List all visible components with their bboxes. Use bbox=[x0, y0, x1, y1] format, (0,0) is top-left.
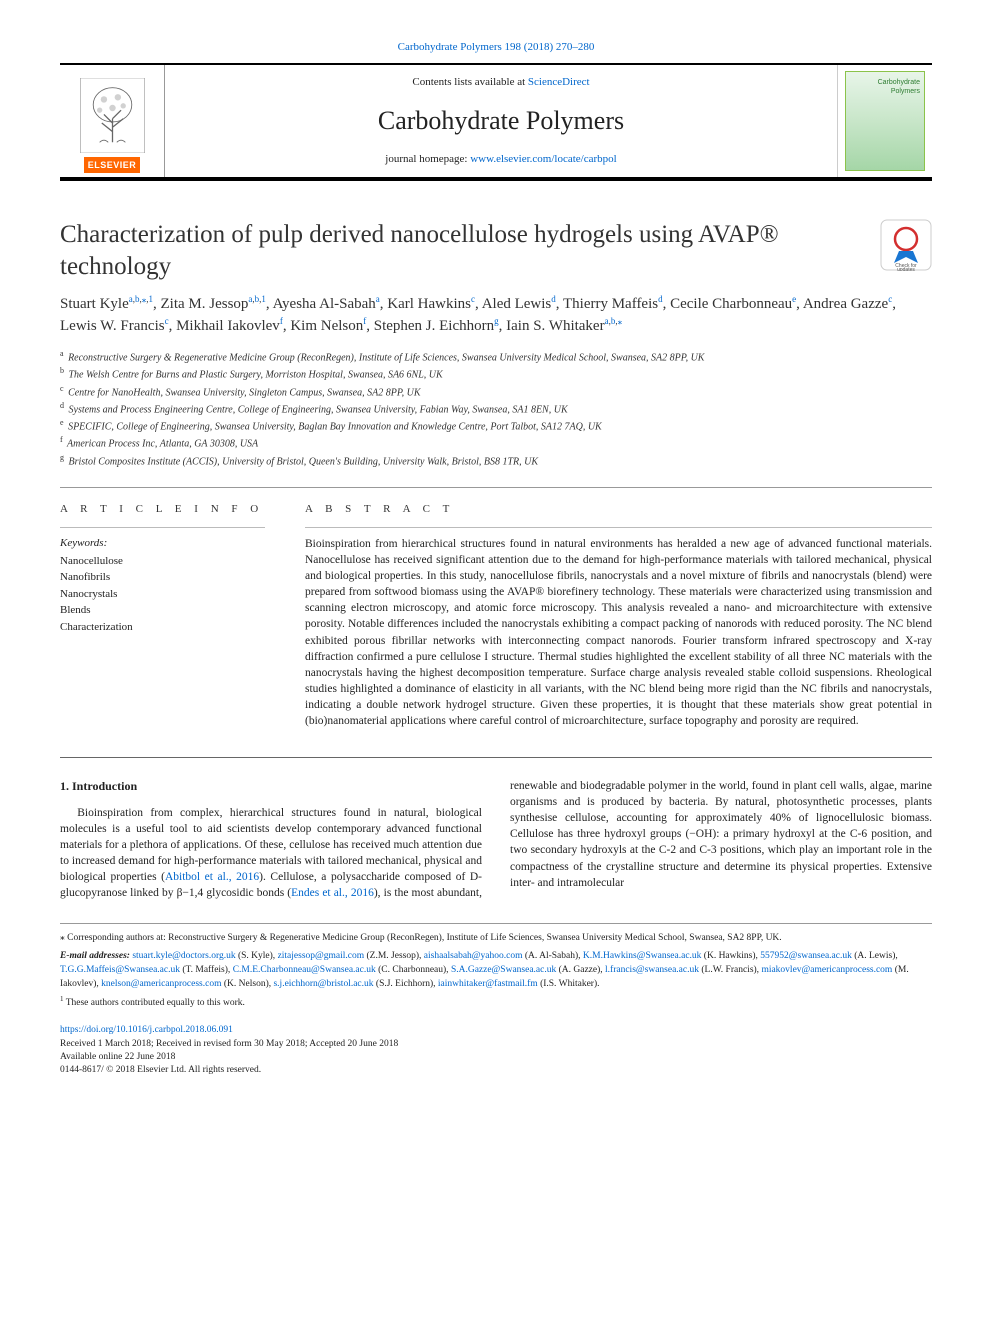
intro-ref-2[interactable]: Endes et al., 2016 bbox=[291, 887, 374, 899]
affiliation-item: d Systems and Process Engineering Centre… bbox=[60, 400, 932, 417]
email-link[interactable]: zitajessop@gmail.com bbox=[278, 951, 365, 961]
email-link[interactable]: knelson@americanprocess.com bbox=[101, 979, 221, 989]
email-link[interactable]: iainwhitaker@fastmail.fm bbox=[438, 979, 538, 989]
journal-cover-thumbnail bbox=[845, 71, 925, 171]
top-citation: Carbohydrate Polymers 198 (2018) 270–280 bbox=[60, 40, 932, 55]
received-line: Received 1 March 2018; Received in revis… bbox=[60, 1039, 398, 1049]
email-link[interactable]: stuart.kyle@doctors.org.uk bbox=[132, 951, 235, 961]
keyword-item: Nanocellulose bbox=[60, 553, 265, 570]
authors-list: Stuart Kylea,b,⁎,1, Zita M. Jessopa,b,1,… bbox=[60, 293, 932, 338]
citation-link[interactable]: Carbohydrate Polymers 198 (2018) 270–280 bbox=[398, 41, 595, 53]
email-link[interactable]: K.M.Hawkins@Swansea.ac.uk bbox=[583, 951, 702, 961]
email-link[interactable]: l.francis@swansea.ac.uk bbox=[605, 965, 699, 975]
affiliation-item: e SPECIFIC, College of Engineering, Swan… bbox=[60, 417, 932, 434]
header-center: Contents lists available at ScienceDirec… bbox=[165, 65, 837, 177]
divider bbox=[305, 527, 932, 528]
homepage-prefix: journal homepage: bbox=[385, 153, 470, 165]
email-link[interactable]: T.G.G.Maffeis@Swansea.ac.uk bbox=[60, 965, 180, 975]
section-heading-intro: 1. Introduction bbox=[60, 778, 482, 795]
keyword-item: Blends bbox=[60, 602, 265, 619]
affiliation-item: a Reconstructive Surgery & Regenerative … bbox=[60, 348, 932, 365]
affiliation-item: c Centre for NanoHealth, Swansea Univers… bbox=[60, 383, 932, 400]
email-link[interactable]: aishaalsabah@yahoo.com bbox=[424, 951, 523, 961]
title-row: Characterization of pulp derived nanocel… bbox=[60, 219, 932, 283]
footnotes-block: ⁎ Corresponding authors at: Reconstructi… bbox=[60, 923, 932, 1010]
equal-contribution-note: 1 These authors contributed equally to t… bbox=[60, 994, 932, 1011]
journal-name: Carbohydrate Polymers bbox=[173, 103, 829, 138]
contents-prefix: Contents lists available at bbox=[412, 76, 527, 88]
email-link[interactable]: C.M.E.Charbonneau@Swansea.ac.uk bbox=[233, 965, 376, 975]
divider bbox=[60, 527, 265, 528]
doi-link[interactable]: https://doi.org/10.1016/j.carbpol.2018.0… bbox=[60, 1025, 233, 1035]
email-link[interactable]: S.A.Gazze@Swansea.ac.uk bbox=[451, 965, 556, 975]
keywords-label: Keywords: bbox=[60, 536, 265, 551]
keywords-list: NanocelluloseNanofibrilsNanocrystalsBlen… bbox=[60, 553, 265, 636]
doi-block: https://doi.org/10.1016/j.carbpol.2018.0… bbox=[60, 1024, 932, 1077]
available-line: Available online 22 June 2018 bbox=[60, 1052, 175, 1062]
affiliation-item: f American Process Inc, Atlanta, GA 3030… bbox=[60, 434, 932, 451]
divider bbox=[60, 487, 932, 488]
intro-ref-1[interactable]: Abitbol et al., 2016 bbox=[165, 871, 259, 883]
email-addresses: E-mail addresses: stuart.kyle@doctors.or… bbox=[60, 950, 932, 991]
publisher-logo-block: ELSEVIER bbox=[60, 65, 165, 177]
check-updates-badge[interactable]: Check for updates bbox=[880, 219, 932, 271]
abstract-label: A B S T R A C T bbox=[305, 502, 932, 517]
divider bbox=[60, 757, 932, 758]
affiliation-item: g Bristol Composites Institute (ACCIS), … bbox=[60, 452, 932, 469]
keyword-item: Nanofibrils bbox=[60, 569, 265, 586]
equal-text: These authors contributed equally to thi… bbox=[66, 998, 245, 1008]
abstract-text: Bioinspiration from hierarchical structu… bbox=[305, 536, 932, 729]
journal-cover-block bbox=[837, 65, 932, 177]
info-abstract-row: A R T I C L E I N F O Keywords: Nanocell… bbox=[60, 502, 932, 729]
abstract-column: A B S T R A C T Bioinspiration from hier… bbox=[305, 502, 932, 729]
journal-header: ELSEVIER Contents lists available at Sci… bbox=[60, 63, 932, 181]
body-text: 1. Introduction Bioinspiration from comp… bbox=[60, 778, 932, 901]
elsevier-tree-icon bbox=[80, 78, 145, 153]
homepage-link[interactable]: www.elsevier.com/locate/carbpol bbox=[470, 153, 617, 165]
elsevier-badge: ELSEVIER bbox=[84, 157, 141, 173]
contents-line: Contents lists available at ScienceDirec… bbox=[173, 75, 829, 90]
affiliation-item: b The Welsh Centre for Burns and Plastic… bbox=[60, 365, 932, 382]
intro-paragraph: Bioinspiration from complex, hierarchica… bbox=[60, 778, 932, 901]
corresponding-note: ⁎ Corresponding authors at: Reconstructi… bbox=[60, 932, 932, 946]
intro-text-2a: glycosidic bonds ( bbox=[206, 887, 291, 899]
homepage-line: journal homepage: www.elsevier.com/locat… bbox=[173, 152, 829, 167]
article-title: Characterization of pulp derived nanocel… bbox=[60, 219, 860, 283]
email-link[interactable]: 557952@swansea.ac.uk bbox=[760, 951, 852, 961]
affiliations-list: a Reconstructive Surgery & Regenerative … bbox=[60, 348, 932, 469]
email-link[interactable]: miakovlev@americanprocess.com bbox=[761, 965, 892, 975]
sciencedirect-link[interactable]: ScienceDirect bbox=[528, 76, 590, 88]
svg-text:updates: updates bbox=[897, 267, 915, 271]
keyword-item: Characterization bbox=[60, 619, 265, 636]
article-info-column: A R T I C L E I N F O Keywords: Nanocell… bbox=[60, 502, 265, 729]
keyword-item: Nanocrystals bbox=[60, 586, 265, 603]
email-link[interactable]: s.j.eichhorn@bristol.ac.uk bbox=[273, 979, 373, 989]
article-info-label: A R T I C L E I N F O bbox=[60, 502, 265, 517]
copyright-line: 0144-8617/ © 2018 Elsevier Ltd. All righ… bbox=[60, 1065, 261, 1075]
